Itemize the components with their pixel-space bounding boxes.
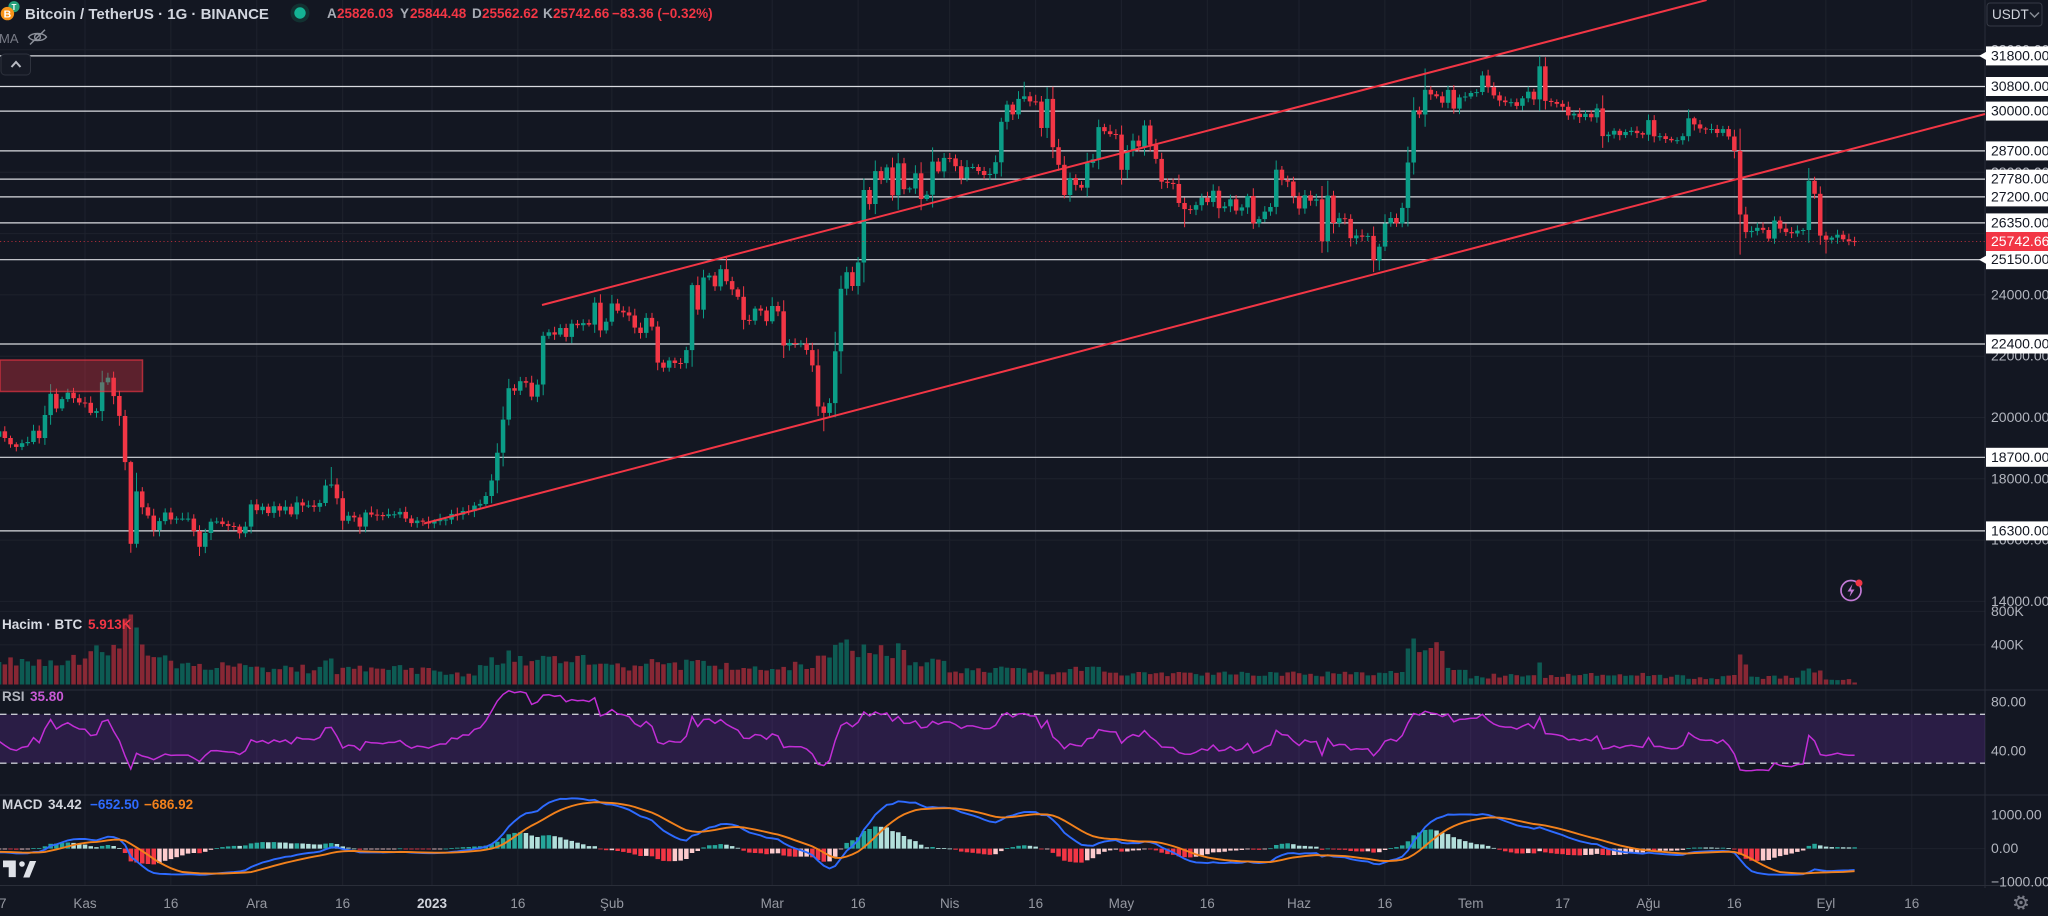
- svg-text:Ağu: Ağu: [1636, 896, 1660, 911]
- svg-text:31800.00: 31800.00: [1991, 47, 2048, 63]
- svg-text:MACD: MACD: [2, 797, 43, 812]
- svg-text:Eyl: Eyl: [1817, 896, 1836, 911]
- svg-text:28700.00: 28700.00: [1991, 142, 2048, 158]
- svg-text:16: 16: [1727, 896, 1742, 911]
- svg-text:18000.00: 18000.00: [1991, 470, 2048, 486]
- svg-text:−1000.00: −1000.00: [1991, 874, 2048, 890]
- svg-text:16: 16: [335, 896, 350, 911]
- svg-text:16: 16: [851, 896, 866, 911]
- svg-text:25150.00: 25150.00: [1991, 251, 2048, 267]
- svg-text:−652.50: −652.50: [90, 797, 139, 812]
- svg-text:25844.48: 25844.48: [410, 6, 467, 21]
- svg-text:Hacim · BTC: Hacim · BTC: [2, 617, 83, 632]
- svg-text:25742.66: 25742.66: [553, 6, 610, 21]
- svg-text:T: T: [12, 3, 17, 12]
- svg-text:−83.36 (−0.32%): −83.36 (−0.32%): [612, 6, 713, 21]
- svg-text:Kas: Kas: [73, 896, 97, 911]
- svg-text:27200.00: 27200.00: [1991, 188, 2048, 204]
- svg-text:800K: 800K: [1991, 603, 2024, 619]
- svg-text:Nis: Nis: [940, 896, 960, 911]
- svg-text:−686.92: −686.92: [144, 797, 193, 812]
- svg-text:0.00: 0.00: [1991, 840, 2018, 856]
- svg-text:17: 17: [1555, 896, 1570, 911]
- svg-text:16: 16: [1377, 896, 1392, 911]
- svg-text:16: 16: [163, 896, 178, 911]
- svg-text:A: A: [327, 6, 337, 21]
- svg-text:B: B: [4, 9, 12, 21]
- svg-text:K: K: [543, 6, 553, 21]
- svg-text:17: 17: [0, 896, 7, 911]
- svg-text:25742.66: 25742.66: [1991, 233, 2048, 249]
- svg-text:18700.00: 18700.00: [1991, 449, 2048, 465]
- svg-text:Tem: Tem: [1458, 896, 1484, 911]
- svg-text:USDT: USDT: [1992, 7, 2029, 22]
- svg-text:Bitcoin / TetherUS · 1G · BINA: Bitcoin / TetherUS · 1G · BINANCE: [25, 6, 269, 23]
- svg-text:Şub: Şub: [600, 896, 624, 911]
- svg-text:34.42: 34.42: [48, 797, 82, 812]
- svg-text:16: 16: [1904, 896, 1919, 911]
- svg-text:40.00: 40.00: [1991, 743, 2026, 759]
- svg-text:Haz: Haz: [1287, 896, 1311, 911]
- svg-text:22400.00: 22400.00: [1991, 336, 2048, 352]
- svg-text:30000.00: 30000.00: [1991, 103, 2048, 119]
- svg-text:24000.00: 24000.00: [1991, 286, 2048, 302]
- svg-text:Mar: Mar: [761, 896, 785, 911]
- svg-text:2023: 2023: [417, 896, 448, 911]
- svg-text:20000.00: 20000.00: [1991, 409, 2048, 425]
- svg-text:16: 16: [1200, 896, 1215, 911]
- svg-text:16: 16: [510, 896, 525, 911]
- svg-text:27780.00: 27780.00: [1991, 171, 2048, 187]
- svg-text:1000.00: 1000.00: [1991, 807, 2042, 823]
- svg-text:35.80: 35.80: [30, 689, 64, 704]
- svg-text:5.913K: 5.913K: [88, 617, 132, 632]
- svg-text:Y: Y: [400, 6, 409, 21]
- svg-text:25826.03: 25826.03: [337, 6, 394, 21]
- svg-text:16: 16: [1028, 896, 1043, 911]
- svg-text:May: May: [1109, 896, 1135, 911]
- svg-text:D: D: [472, 6, 482, 21]
- svg-text:400K: 400K: [1991, 636, 2024, 652]
- svg-text:RSI: RSI: [2, 689, 25, 704]
- svg-text:MA: MA: [0, 31, 19, 46]
- svg-text:30800.00: 30800.00: [1991, 78, 2048, 94]
- svg-text:25562.62: 25562.62: [482, 6, 538, 21]
- svg-text:16300.00: 16300.00: [1991, 522, 2048, 538]
- svg-text:Ara: Ara: [246, 896, 268, 911]
- svg-text:26350.00: 26350.00: [1991, 214, 2048, 230]
- svg-text:80.00: 80.00: [1991, 694, 2026, 710]
- svg-text:14000.00: 14000.00: [1991, 593, 2048, 609]
